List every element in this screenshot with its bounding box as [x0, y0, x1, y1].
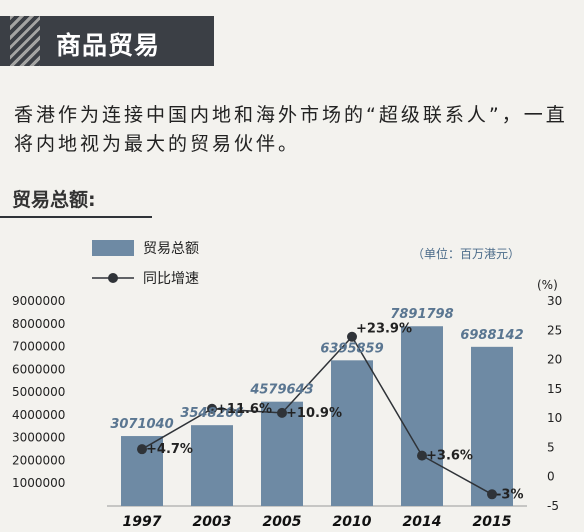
y-tick-label: 8000000: [12, 317, 65, 331]
growth-point: [137, 444, 147, 455]
bar-series: [121, 326, 513, 506]
x-tick-label: 2003: [193, 514, 232, 530]
heading-underline: [0, 216, 152, 218]
bar-value-label: 7891798: [390, 307, 453, 322]
bar-value-label: 6395859: [320, 341, 383, 356]
bar-value-label: 3548206: [180, 406, 243, 421]
bar-value-label: 3071040: [110, 417, 173, 432]
legend-line-marker: [108, 273, 118, 283]
y2-tick-label: 30: [547, 294, 562, 308]
y-tick-label: 2000000: [12, 453, 65, 467]
bar: [401, 326, 443, 506]
banner-title: 商品贸易: [56, 31, 161, 60]
bar: [471, 346, 513, 506]
growth-point: [487, 489, 497, 500]
y2-unit-label: (%): [537, 278, 558, 292]
bar: [331, 360, 373, 506]
x-tick-label: 2015: [473, 514, 512, 530]
growth-label: -3%: [496, 487, 523, 502]
section-banner: 商品贸易: [0, 16, 214, 66]
data-labels: 3071040 3548206 4579643 6395859 7891798 69881…: [110, 307, 523, 502]
legend-bar-label: 贸易总额: [143, 241, 199, 257]
banner-stripes: [10, 16, 40, 66]
growth-point: [277, 407, 287, 418]
growth-label: +4.7%: [146, 442, 193, 457]
growth-label: +10.9%: [286, 406, 342, 421]
y2-tick-label: 25: [547, 323, 562, 337]
growth-label: +11.6%: [216, 402, 272, 417]
line-series: [137, 331, 497, 500]
intro-paragraph: 香港作为连接中国内地和海外市场的“超级联系人”，一直将内地视为最大的贸易伙伴。: [14, 104, 568, 155]
growth-label: +23.9%: [356, 322, 412, 337]
bar-value-label: 4579643: [249, 383, 313, 398]
y2-tick-label: 5: [547, 440, 555, 454]
y-tick-label: 6000000: [12, 362, 65, 376]
legend-line-label: 同比增速: [143, 271, 199, 287]
legend-bar-swatch: [92, 240, 134, 256]
y2-tick-label: -5: [547, 499, 559, 513]
x-tick-label: 1997: [123, 514, 162, 530]
x-tick-label: 2005: [263, 514, 302, 530]
growth-point: [347, 331, 357, 342]
bar: [191, 425, 233, 506]
y-tick-label: 1000000: [12, 476, 65, 490]
y-tick-label: 9000000: [12, 294, 65, 308]
growth-point: [417, 450, 427, 461]
x-tick-label: 2010: [333, 514, 372, 530]
y-tick-label: 7000000: [12, 340, 65, 354]
growth-label: +3.6%: [426, 449, 473, 464]
growth-line: [141, 335, 493, 495]
unit-label: （单位：百万港元）: [412, 246, 520, 261]
x-tick-label: 2014: [403, 514, 442, 530]
chart-heading: 贸易总额:: [12, 189, 96, 211]
bar-value-label: 6988142: [460, 328, 523, 343]
chart-legend: 贸易总额 同比增速 （单位：百万港元） (%): [92, 240, 558, 292]
chart-axes: 9000000 8000000 7000000 6000000 5000000 40000…: [12, 294, 562, 530]
y2-tick-label: 20: [547, 353, 562, 367]
growth-point: [207, 403, 217, 414]
y-tick-label: 3000000: [12, 431, 65, 445]
y2-tick-label: 0: [547, 470, 555, 484]
y-tick-label: 4000000: [12, 408, 65, 422]
bar: [261, 401, 303, 506]
y-tick-label: 5000000: [12, 385, 65, 399]
y2-tick-label: 10: [547, 411, 562, 425]
y2-tick-label: 15: [547, 382, 562, 396]
